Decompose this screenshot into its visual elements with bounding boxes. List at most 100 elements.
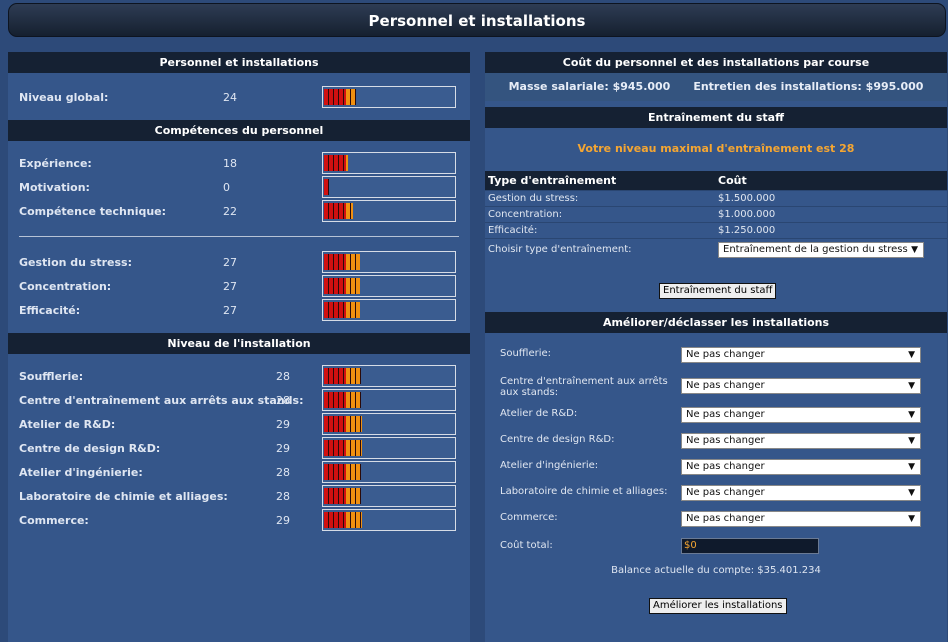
- upgrade-label: Soufflerie:: [500, 348, 552, 359]
- level-label: Commerce:: [19, 514, 89, 527]
- training-type-select[interactable]: Entraînement de la gestion du stress ▼: [718, 242, 924, 258]
- level-bar-fill: [324, 89, 356, 105]
- level-bar-fill: [324, 302, 360, 318]
- level-row: Centre d'entraînement aux arrêts aux sta…: [8, 389, 470, 411]
- training-cost: $1.500.000: [715, 190, 947, 207]
- training-header: Entraînement du staff: [485, 107, 947, 128]
- global-level-bar: [322, 86, 456, 108]
- level-label: Concentration:: [19, 280, 112, 293]
- level-bar-fill: [324, 488, 361, 504]
- global-level-value: 24: [223, 91, 237, 104]
- upgrade-select[interactable]: Ne pas changer ▼: [681, 485, 921, 501]
- salary-text: Masse salariale: $945.000: [508, 80, 671, 93]
- balance-text: Balance actuelle du compte: $35.401.234: [611, 565, 821, 576]
- level-label: Motivation:: [19, 181, 90, 194]
- level-bar: [322, 437, 456, 459]
- level-value: 28: [276, 490, 290, 503]
- level-bar: [322, 152, 456, 174]
- training-cost: $1.250.000: [715, 222, 947, 239]
- level-label: Centre d'entraînement aux arrêts aux sta…: [19, 394, 304, 407]
- level-bar: [322, 251, 456, 273]
- personnel-panel: Personnel et installations Niveau global…: [8, 52, 470, 642]
- level-row: Atelier d'ingénierie: 28: [8, 461, 470, 483]
- level-bar: [322, 275, 456, 297]
- col-cost: Coût: [715, 171, 947, 191]
- train-staff-button[interactable]: Entraînement du staff: [659, 283, 777, 299]
- chevron-down-icon: ▼: [908, 488, 915, 498]
- level-label: Efficacité:: [19, 304, 81, 317]
- costs-header: Coût du personnel et des installations p…: [485, 52, 947, 73]
- page-title: Personnel et installations: [8, 3, 946, 37]
- level-row: Expérience: 18: [8, 152, 470, 174]
- chevron-down-icon: ▼: [908, 410, 915, 420]
- level-bar-fill: [324, 416, 362, 432]
- choose-training-row: Choisir type d'entraînement: Entraînement…: [485, 238, 947, 261]
- chevron-down-icon: ▼: [908, 514, 915, 524]
- upgrade-select[interactable]: Ne pas changer ▼: [681, 407, 921, 423]
- upgrade-select-value: Ne pas changer: [686, 380, 765, 391]
- level-value: 27: [223, 280, 237, 293]
- total-cost-label: Coût total:: [500, 540, 553, 551]
- divider: [19, 236, 459, 237]
- col-type: Type d'entraînement: [485, 171, 715, 191]
- costs-panel: Coût du personnel et des installations p…: [485, 52, 947, 642]
- upgrade-label: Centre de design R&D:: [500, 434, 615, 445]
- level-value: 28: [276, 466, 290, 479]
- training-table-wrap: Type d'entraînement Coût Gestion du stre…: [485, 171, 947, 261]
- level-value: 18: [223, 157, 237, 170]
- level-bar: [322, 299, 456, 321]
- level-label: Centre de design R&D:: [19, 442, 161, 455]
- level-bar: [322, 485, 456, 507]
- level-label: Laboratoire de chimie et alliages:: [19, 490, 228, 503]
- level-label: Soufflerie:: [19, 370, 84, 383]
- level-row: Laboratoire de chimie et alliages: 28: [8, 485, 470, 507]
- level-bar-fill: [324, 368, 361, 384]
- global-level-row: Niveau global: 24: [8, 86, 470, 108]
- upgrade-select-value: Ne pas changer: [686, 435, 765, 446]
- training-type: Concentration:: [485, 206, 715, 223]
- upgrade-select[interactable]: Ne pas changer ▼: [681, 511, 921, 527]
- level-label: Atelier de R&D:: [19, 418, 116, 431]
- level-row: Gestion du stress: 27: [8, 251, 470, 273]
- level-value: 28: [276, 394, 290, 407]
- upgrade-select[interactable]: Ne pas changer ▼: [681, 347, 921, 363]
- level-row: Commerce: 29: [8, 509, 470, 531]
- chevron-down-icon: ▼: [908, 381, 915, 391]
- global-level-label: Niveau global:: [19, 91, 109, 104]
- level-value: 29: [276, 514, 290, 527]
- chevron-down-icon: ▼: [908, 436, 915, 446]
- level-bar-fill: [324, 254, 360, 270]
- level-row: Atelier de R&D: 29: [8, 413, 470, 435]
- level-row: Efficacité: 27: [8, 299, 470, 321]
- upgrade-select[interactable]: Ne pas changer ▼: [681, 378, 921, 394]
- upgrade-label: Laboratoire de chimie et alliages:: [500, 486, 668, 497]
- upgrade-installations-button[interactable]: Améliorer les installations: [649, 598, 787, 614]
- level-bar-fill: [324, 440, 362, 456]
- level-row: Compétence technique: 22: [8, 200, 470, 222]
- upgrade-select-value: Ne pas changer: [686, 349, 765, 360]
- upgrade-select-value: Ne pas changer: [686, 487, 765, 498]
- level-bar-fill: [324, 392, 361, 408]
- level-label: Expérience:: [19, 157, 92, 170]
- level-label: Gestion du stress:: [19, 256, 133, 269]
- upgrade-select[interactable]: Ne pas changer ▼: [681, 459, 921, 475]
- chevron-down-icon: ▼: [908, 350, 915, 360]
- level-value: 29: [276, 418, 290, 431]
- level-value: 29: [276, 442, 290, 455]
- level-bar-fill: [324, 512, 362, 528]
- level-row: Concentration: 27: [8, 275, 470, 297]
- training-cost: $1.000.000: [715, 206, 947, 223]
- level-bar: [322, 413, 456, 435]
- costs-summary: Masse salariale: $945.000 Entretien des …: [485, 73, 947, 101]
- training-table: Type d'entraînement Coût Gestion du stre…: [485, 171, 947, 261]
- level-row: Soufflerie: 28: [8, 365, 470, 387]
- upgrade-select[interactable]: Ne pas changer ▼: [681, 433, 921, 449]
- level-bar: [322, 509, 456, 531]
- level-bar-fill: [324, 464, 361, 480]
- level-label: Compétence technique:: [19, 205, 167, 218]
- level-value: 27: [223, 304, 237, 317]
- level-bar-fill: [324, 179, 329, 195]
- training-max-text: Votre niveau maximal d'entraînement est …: [577, 142, 855, 155]
- level-row: Centre de design R&D: 29: [8, 437, 470, 459]
- level-bar: [322, 389, 456, 411]
